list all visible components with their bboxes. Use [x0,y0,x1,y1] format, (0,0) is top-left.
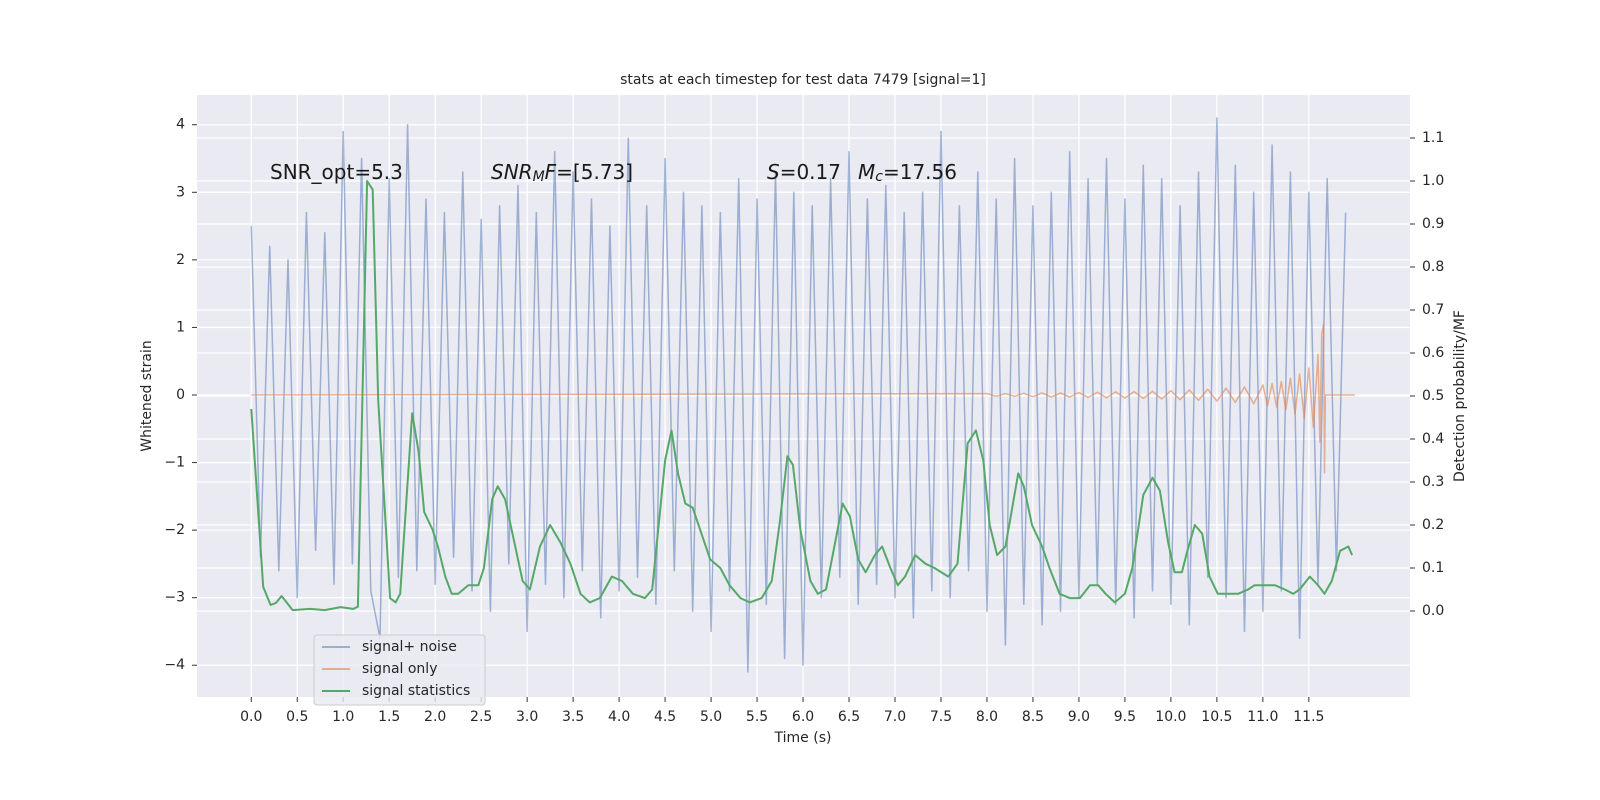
series-line [251,323,1355,474]
x-tick-label: 3.5 [562,709,584,725]
y2-tick-label: 1.1 [1422,130,1444,146]
x-tick-label: 4.0 [608,709,630,725]
series-line [250,117,1347,673]
annotation-part: S [767,160,780,184]
x-tick-label: 6.0 [792,709,814,725]
x-tick-label: 9.0 [1068,709,1090,725]
annotation: S=0.17 [767,160,841,184]
x-axis-label: Time (s) [774,730,832,746]
y2-tick-label: 0.9 [1422,216,1444,232]
x-tick-label: 5.5 [746,709,768,725]
x-tick-label: 7.0 [884,709,906,725]
annotation-part: M [858,160,875,184]
x-tick-label: 5.0 [700,709,722,725]
y2-tick-label: 0.8 [1422,259,1444,275]
annotation-part: c [875,169,883,185]
annotation-part: SNR [491,160,533,184]
series-line [250,180,1354,612]
x-tick-label: 8.0 [976,709,998,725]
annotation-part: =17.56 [883,160,957,184]
annotation: SNR_opt=5.3 [270,160,403,184]
x-tick-label: 10.5 [1201,709,1232,725]
y-tick-label: −4 [164,657,185,673]
y2-tick-label: 0.2 [1422,517,1444,533]
annotation-part: F [545,160,557,184]
annotation: SNRMF=[5.73] [491,160,633,185]
annotation-part: SNR_opt=5.3 [270,160,403,184]
x-tick-label: 8.5 [1022,709,1044,725]
x-tick-label: 3.0 [516,709,538,725]
x-tick-label: 1.0 [332,709,354,725]
y2-tick-label: 1.0 [1422,173,1444,189]
x-tick-label: 2.0 [424,709,446,725]
x-tick-label: 0.5 [286,709,308,725]
chart-title: stats at each timestep for test data 747… [620,72,986,88]
y2-tick-label: 0.4 [1422,431,1444,447]
legend-label: signal only [362,661,437,677]
y2-tick-label: 0.3 [1422,474,1444,490]
y-axis-label: Whitened strain [139,340,155,451]
y2-tick-label: 0.6 [1422,345,1444,361]
y2-tick-label: 0.7 [1422,302,1444,318]
legend-box [313,634,486,706]
x-tick-label: 1.5 [378,709,400,725]
annotation-part: M [533,169,545,185]
y-tick-label: 4 [176,117,185,133]
y-tick-label: −1 [164,455,185,471]
x-tick-label: 2.5 [470,709,492,725]
y2-axis-label: Detection probability/MF [1452,310,1468,482]
x-tick-label: 10.0 [1155,709,1186,725]
y-tick-label: 2 [176,252,185,268]
x-tick-label: 6.5 [838,709,860,725]
x-tick-label: 0.0 [240,709,262,725]
annotation-part: =0.17 [780,160,841,184]
y-tick-label: −3 [164,590,185,606]
legend-label: signal statistics [362,683,470,699]
y-tick-label: 3 [176,184,185,200]
y-tick-label: 0 [176,387,185,403]
x-tick-label: 7.5 [930,709,952,725]
y-tick-label: 1 [176,319,185,335]
x-tick-label: 11.0 [1247,709,1278,725]
y2-tick-label: 0.5 [1422,388,1444,404]
legend-label: signal+ noise [362,639,457,655]
x-tick-label: 4.5 [654,709,676,725]
y2-tick-label: 0.1 [1422,560,1444,576]
y-tick-label: −2 [164,522,185,538]
y2-tick-label: 0.0 [1422,603,1444,619]
x-tick-label: 9.5 [1114,709,1136,725]
annotation: Mc=17.56 [858,160,957,185]
annotation-part: =[5.73] [556,160,633,184]
x-tick-label: 11.5 [1293,709,1324,725]
